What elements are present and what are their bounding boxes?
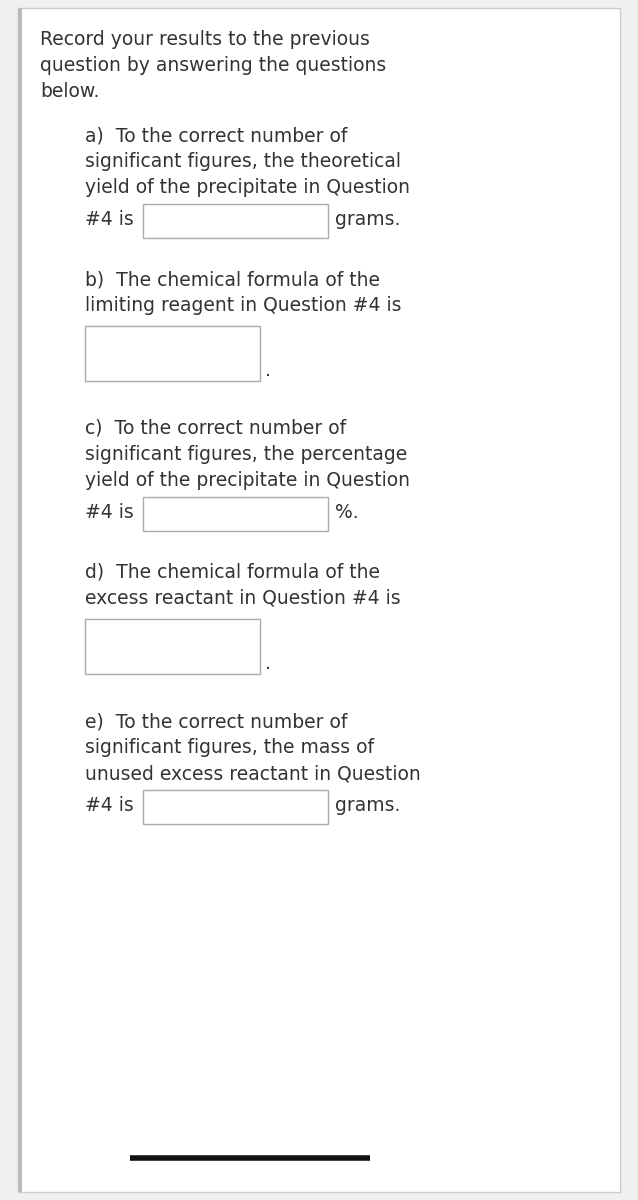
Text: #4 is: #4 is: [85, 503, 134, 522]
Text: d)  The chemical formula of the: d) The chemical formula of the: [85, 563, 380, 582]
Text: excess reactant in Question #4 is: excess reactant in Question #4 is: [85, 589, 401, 608]
Text: yield of the precipitate in Question: yield of the precipitate in Question: [85, 470, 410, 490]
Bar: [85, 326, 260, 382]
Text: a)  To the correct number of: a) To the correct number of: [85, 126, 347, 145]
Bar: [85, 619, 260, 674]
Bar: [18, 8, 22, 1192]
Text: .: .: [265, 654, 271, 673]
Text: Record your results to the previous: Record your results to the previous: [40, 30, 370, 49]
Text: #4 is: #4 is: [85, 796, 134, 815]
Text: question by answering the questions: question by answering the questions: [40, 56, 386, 74]
Text: b)  The chemical formula of the: b) The chemical formula of the: [85, 270, 380, 289]
Text: significant figures, the theoretical: significant figures, the theoretical: [85, 152, 401, 170]
Text: c)  To the correct number of: c) To the correct number of: [85, 419, 346, 438]
Text: grams.: grams.: [335, 796, 401, 815]
Text: e)  To the correct number of: e) To the correct number of: [85, 712, 347, 731]
Text: unused excess reactant in Question: unused excess reactant in Question: [85, 764, 420, 782]
Bar: [143, 204, 328, 238]
Text: %.: %.: [335, 503, 359, 522]
Text: below.: below.: [40, 82, 100, 101]
Text: significant figures, the percentage: significant figures, the percentage: [85, 445, 407, 464]
Bar: [143, 497, 328, 530]
Text: #4 is: #4 is: [85, 210, 134, 229]
Text: .: .: [265, 361, 271, 380]
Bar: [143, 790, 328, 824]
Text: limiting reagent in Question #4 is: limiting reagent in Question #4 is: [85, 296, 401, 314]
Text: significant figures, the mass of: significant figures, the mass of: [85, 738, 374, 757]
Text: yield of the precipitate in Question: yield of the precipitate in Question: [85, 178, 410, 197]
Text: grams.: grams.: [335, 210, 401, 229]
